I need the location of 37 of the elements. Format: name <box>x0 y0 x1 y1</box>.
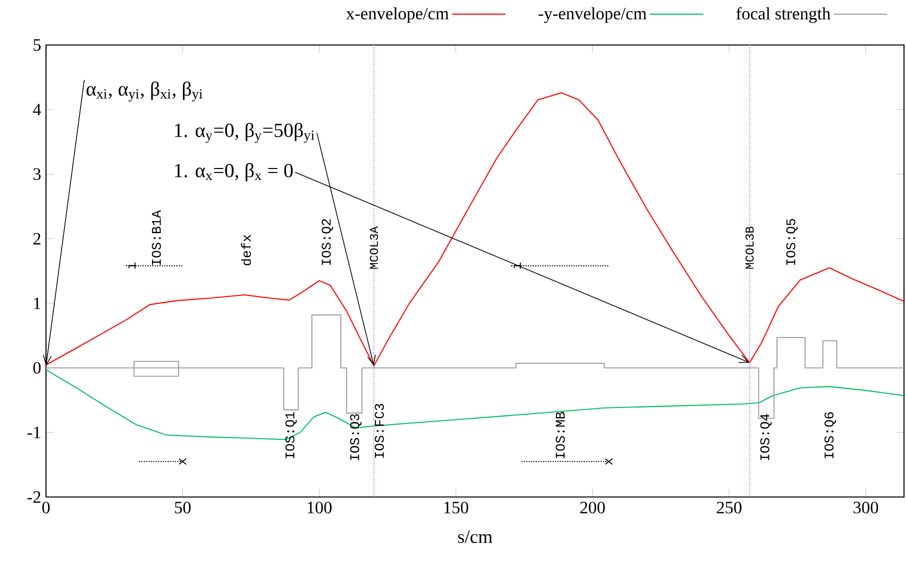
annotation: x <box>179 458 186 465</box>
legend-label: x-envelope/cm <box>346 7 449 23</box>
y-tick-label: 0 <box>33 362 41 374</box>
y-tick-label: -2 <box>28 491 40 503</box>
annotation: i <box>126 262 136 269</box>
annotation: IOS:Q5 <box>786 219 798 265</box>
annotation: IOS:Q3 <box>350 414 362 460</box>
annotation: x <box>605 458 612 465</box>
y-tick-label: 1 <box>34 298 40 310</box>
annotation: IOS:FC3 <box>374 404 384 458</box>
y-tick-label: 5 <box>34 39 41 51</box>
y-tick-label: -1 <box>28 426 40 438</box>
annotation: IOS:Q2 <box>322 219 334 265</box>
ref-line-label: MCOL3A <box>370 226 378 269</box>
annotation: IOS:MB <box>556 412 565 458</box>
x-axis-title: s/cm <box>458 530 492 544</box>
x-tick-label: 300 <box>854 502 878 514</box>
y-tick-label: 2 <box>33 232 40 244</box>
x-tick-label: 50 <box>174 502 191 514</box>
y-tick-label: 4 <box>32 104 42 116</box>
annotation: IOS:Q6 <box>824 412 836 458</box>
y-tick-label: 3 <box>33 168 41 180</box>
annotation: IOS:Q4 <box>760 414 772 460</box>
x-tick-label: 0 <box>42 502 50 514</box>
x-tick-label: 200 <box>580 502 605 514</box>
annotation: α$_{xi}$, α$_{yi}$, β$_{xi}$, β$_{yi}$ <box>86 82 202 102</box>
annotation: defx <box>241 234 251 266</box>
annotation: IOS:Q1 <box>285 412 297 458</box>
legend-label: -y-envelope/cm <box>538 7 647 23</box>
annotation: 1. α$_{y}$=0, β$_{y}$=50β$_{yi}$ <box>175 122 314 143</box>
x-tick-label: 250 <box>716 502 742 514</box>
annotation: 1. α$_{x}$=0, β$_{x}$ = 0 <box>175 163 293 182</box>
legend-label: focal strength <box>736 7 830 24</box>
x-tick-label: 150 <box>444 502 468 514</box>
ref-line-label: MCOL3B <box>746 226 754 269</box>
x-tick-label: 100 <box>308 502 332 514</box>
annotation: IOS:B1A <box>152 210 161 265</box>
